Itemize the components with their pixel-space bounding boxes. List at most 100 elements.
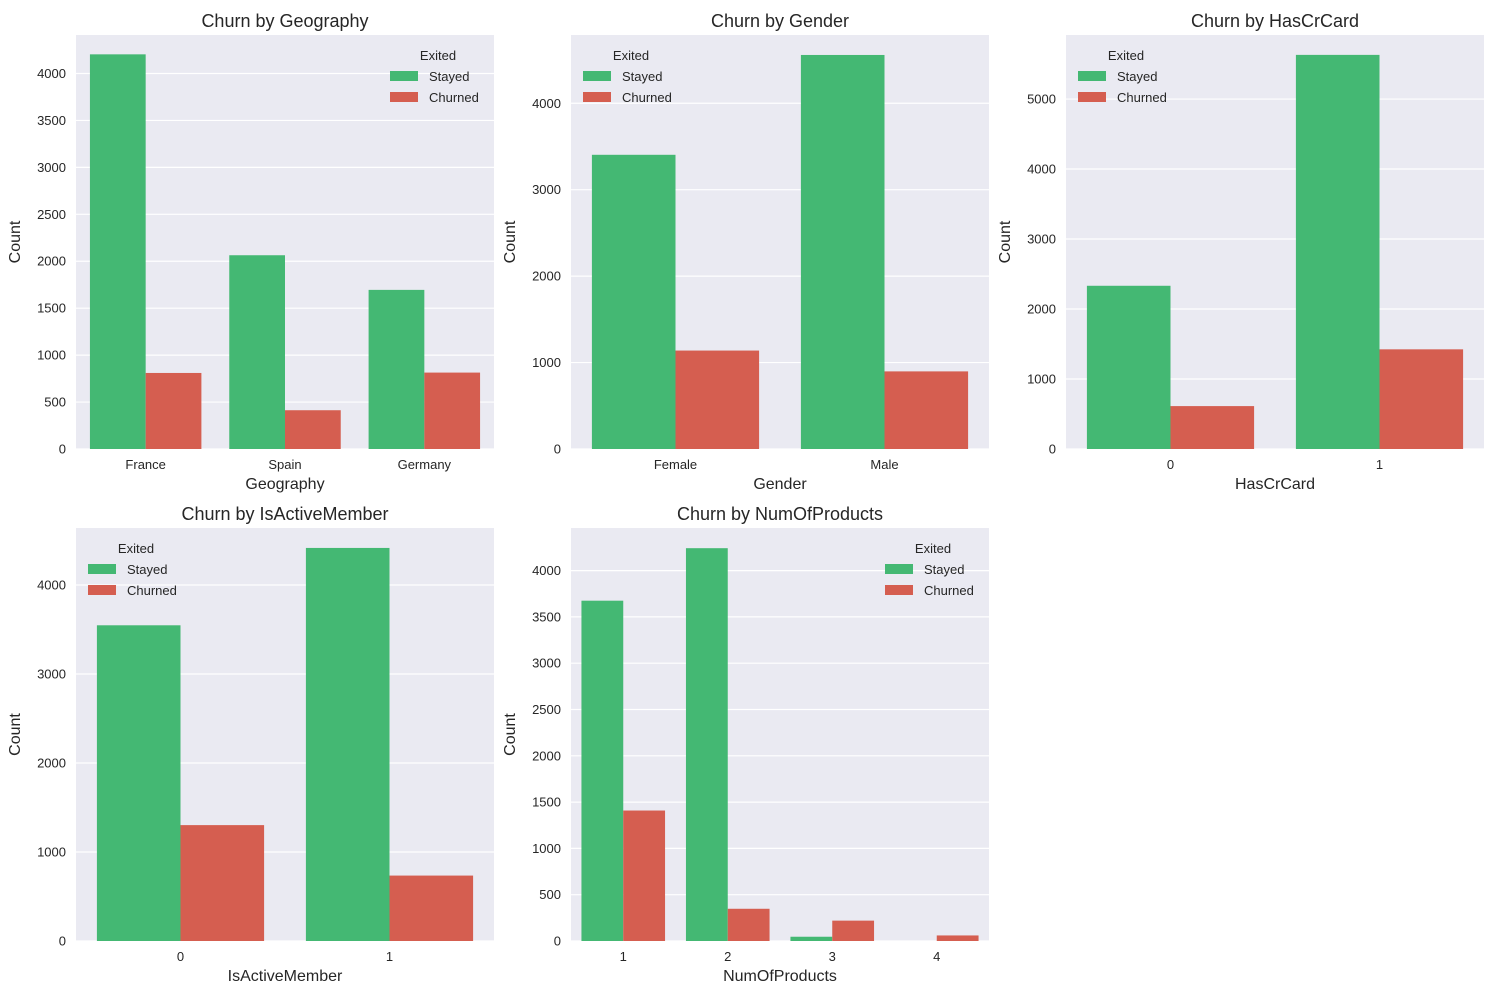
chart-title: Churn by Geography bbox=[201, 11, 368, 31]
bar-churned bbox=[884, 371, 969, 449]
y-tick-label: 4000 bbox=[37, 577, 66, 592]
legend-title: Exited bbox=[420, 48, 456, 63]
y-tick-label: 2500 bbox=[37, 207, 66, 222]
legend-swatch-churned bbox=[885, 585, 913, 595]
y-tick-label: 1500 bbox=[532, 795, 561, 810]
legend-swatch-stayed bbox=[885, 564, 913, 574]
y-tick-label: 0 bbox=[554, 934, 561, 949]
legend-label: Churned bbox=[127, 583, 177, 598]
chart-panel: 0 500 1000 1500 2000 2500 3000 3500 4000 1 2 3 4 Chur… bbox=[502, 504, 989, 985]
chart-panel: 0 500 1000 1500 2000 2500 3000 3500 4000 France Sp… bbox=[7, 11, 494, 493]
bar-churned bbox=[145, 372, 202, 449]
x-tick-label: Male bbox=[870, 457, 898, 472]
bar-churned bbox=[285, 410, 341, 449]
legend: Exited Stayed Churned bbox=[88, 541, 177, 598]
legend-label: Stayed bbox=[924, 562, 964, 577]
x-tick-label: Spain bbox=[268, 457, 301, 472]
y-tick-label: 4000 bbox=[532, 563, 561, 578]
y-tick-label: 3000 bbox=[1027, 232, 1056, 247]
bar-stayed bbox=[581, 600, 624, 941]
bar-stayed bbox=[1295, 54, 1380, 450]
legend-label: Stayed bbox=[622, 69, 662, 84]
x-axis-label: Gender bbox=[753, 476, 807, 493]
x-tick-label: 2 bbox=[724, 949, 731, 964]
y-tick-label: 0 bbox=[554, 442, 561, 457]
x-tick-label: 0 bbox=[1167, 457, 1174, 472]
legend: Exited Stayed Churned bbox=[390, 48, 479, 105]
bar-churned bbox=[1170, 406, 1255, 449]
chart-panel: 0 1000 2000 3000 4000 Female Male Churn by Gend… bbox=[502, 11, 989, 493]
y-tick-label: 2500 bbox=[532, 702, 561, 717]
y-tick-label: 1500 bbox=[37, 301, 66, 316]
bar-stayed bbox=[89, 54, 146, 449]
chart-title: Churn by HasCrCard bbox=[1191, 11, 1359, 31]
y-tick-label: 3000 bbox=[37, 666, 66, 681]
legend-label: Churned bbox=[622, 90, 672, 105]
x-tick-label: 1 bbox=[386, 949, 393, 964]
legend-swatch-churned bbox=[390, 92, 418, 102]
bar-churned bbox=[936, 935, 979, 941]
bar-churned bbox=[727, 908, 770, 941]
y-tick-label: 3500 bbox=[532, 609, 561, 624]
legend-label: Stayed bbox=[429, 69, 469, 84]
legend: Exited Stayed Churned bbox=[583, 48, 672, 105]
bar-stayed bbox=[368, 289, 425, 449]
y-tick-label: 500 bbox=[539, 887, 561, 902]
legend-title: Exited bbox=[915, 541, 951, 556]
bar-churned bbox=[675, 350, 760, 449]
bar-churned bbox=[623, 810, 666, 941]
y-tick-label: 500 bbox=[44, 395, 66, 410]
x-axis-label: NumOfProducts bbox=[723, 968, 837, 985]
bar-churned bbox=[424, 372, 481, 449]
x-tick-label: Germany bbox=[398, 457, 452, 472]
y-tick-label: 4000 bbox=[1027, 162, 1056, 177]
bar-stayed bbox=[229, 255, 285, 449]
y-axis-label: Count bbox=[502, 713, 519, 756]
bar-stayed bbox=[685, 548, 728, 941]
legend: Exited Stayed Churned bbox=[885, 541, 974, 598]
y-tick-label: 3500 bbox=[37, 113, 66, 128]
legend-label: Churned bbox=[1117, 90, 1167, 105]
y-tick-label: 1000 bbox=[1027, 372, 1056, 387]
y-axis-label: Count bbox=[7, 713, 24, 756]
chart-panel: 0 1000 2000 3000 4000 0 1 Churn by IsActiveMemb… bbox=[7, 504, 494, 985]
bar-churned bbox=[832, 920, 875, 941]
y-tick-label: 2000 bbox=[532, 269, 561, 284]
legend: Exited Stayed Churned bbox=[1078, 48, 1167, 105]
y-tick-label: 2000 bbox=[37, 755, 66, 770]
legend-swatch-churned bbox=[1078, 92, 1106, 102]
y-axis-label: Count bbox=[502, 220, 519, 263]
y-tick-label: 0 bbox=[1049, 442, 1056, 457]
y-tick-label: 4000 bbox=[37, 66, 66, 81]
y-tick-label: 3000 bbox=[532, 656, 561, 671]
y-axis-label: Count bbox=[7, 220, 24, 263]
y-tick-label: 0 bbox=[59, 442, 66, 457]
x-tick-label: 0 bbox=[177, 949, 184, 964]
x-tick-label: Female bbox=[654, 457, 697, 472]
legend-swatch-stayed bbox=[1078, 71, 1106, 81]
legend-title: Exited bbox=[1108, 48, 1144, 63]
legend-label: Churned bbox=[429, 90, 479, 105]
y-axis-label: Count bbox=[997, 220, 1014, 263]
y-tick-label: 2000 bbox=[1027, 302, 1056, 317]
bar-stayed bbox=[1086, 285, 1171, 449]
bar-stayed bbox=[591, 154, 676, 450]
y-tick-label: 4000 bbox=[532, 96, 561, 111]
y-tick-label: 2000 bbox=[37, 254, 66, 269]
legend-label: Churned bbox=[924, 583, 974, 598]
legend-swatch-stayed bbox=[583, 71, 611, 81]
bar-stayed bbox=[790, 936, 833, 941]
y-tick-label: 2000 bbox=[532, 748, 561, 763]
legend-swatch-churned bbox=[88, 585, 116, 595]
legend-title: Exited bbox=[118, 541, 154, 556]
y-tick-label: 1000 bbox=[37, 348, 66, 363]
x-tick-label: 3 bbox=[829, 949, 836, 964]
y-tick-label: 1000 bbox=[532, 841, 561, 856]
legend-swatch-stayed bbox=[390, 71, 418, 81]
legend-title: Exited bbox=[613, 48, 649, 63]
x-tick-label: France bbox=[125, 457, 165, 472]
legend-label: Stayed bbox=[1117, 69, 1157, 84]
y-tick-label: 5000 bbox=[1027, 92, 1056, 107]
legend-label: Stayed bbox=[127, 562, 167, 577]
